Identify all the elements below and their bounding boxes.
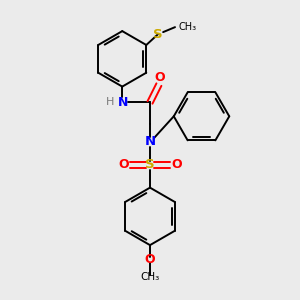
Text: H: H [106,98,115,107]
Text: N: N [118,96,128,109]
Text: O: O [118,158,129,171]
Text: N: N [144,135,156,148]
Text: O: O [154,71,165,84]
Text: CH₃: CH₃ [179,22,197,32]
Text: CH₃: CH₃ [140,272,160,282]
Text: O: O [171,158,182,171]
Text: O: O [145,254,155,266]
Text: S: S [153,28,163,40]
Text: S: S [145,158,155,171]
